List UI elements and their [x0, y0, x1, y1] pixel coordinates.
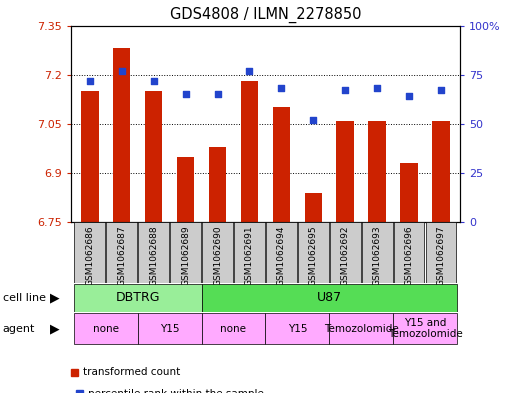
Text: GSM1062687: GSM1062687: [117, 225, 126, 286]
Text: GSM1062688: GSM1062688: [149, 225, 158, 286]
Bar: [113, 48, 130, 222]
Point: [118, 68, 126, 74]
Bar: [81, 91, 98, 222]
Bar: [368, 121, 386, 222]
Text: Y15 and
Temozolomide: Y15 and Temozolomide: [388, 318, 462, 339]
Bar: [433, 121, 450, 222]
Point: [341, 87, 349, 94]
Text: GSM1062692: GSM1062692: [341, 225, 350, 286]
Bar: [272, 107, 290, 222]
Text: agent: agent: [3, 323, 35, 334]
FancyBboxPatch shape: [329, 313, 393, 344]
Text: ▶: ▶: [50, 291, 60, 304]
FancyBboxPatch shape: [393, 313, 457, 344]
Bar: [336, 121, 354, 222]
FancyBboxPatch shape: [362, 222, 393, 283]
FancyBboxPatch shape: [266, 222, 297, 283]
Text: none: none: [221, 323, 246, 334]
Text: GSM1062686: GSM1062686: [85, 225, 94, 286]
FancyBboxPatch shape: [298, 222, 328, 283]
Text: GSM1062695: GSM1062695: [309, 225, 318, 286]
FancyBboxPatch shape: [106, 222, 137, 283]
Title: GDS4808 / ILMN_2278850: GDS4808 / ILMN_2278850: [169, 7, 361, 23]
Point: [309, 117, 317, 123]
FancyBboxPatch shape: [202, 222, 233, 283]
Text: GSM1062697: GSM1062697: [437, 225, 446, 286]
Text: transformed count: transformed count: [83, 367, 180, 377]
Text: U87: U87: [317, 291, 342, 304]
FancyBboxPatch shape: [394, 222, 425, 283]
FancyBboxPatch shape: [74, 313, 138, 344]
Point: [213, 91, 222, 97]
Bar: [209, 147, 226, 222]
Point: [437, 87, 445, 94]
FancyBboxPatch shape: [138, 222, 169, 283]
Text: GSM1062691: GSM1062691: [245, 225, 254, 286]
FancyBboxPatch shape: [201, 313, 266, 344]
FancyBboxPatch shape: [234, 222, 265, 283]
Point: [181, 91, 190, 97]
Text: Temozolomide: Temozolomide: [324, 323, 399, 334]
Bar: [177, 156, 195, 222]
Bar: [401, 163, 418, 222]
Text: cell line: cell line: [3, 293, 46, 303]
Point: [405, 93, 413, 99]
Bar: [241, 81, 258, 222]
FancyBboxPatch shape: [74, 222, 105, 283]
Text: ▶: ▶: [50, 322, 60, 335]
FancyBboxPatch shape: [426, 222, 457, 283]
FancyBboxPatch shape: [74, 284, 201, 312]
Point: [277, 85, 286, 92]
FancyBboxPatch shape: [201, 284, 457, 312]
Text: GSM1062694: GSM1062694: [277, 225, 286, 286]
Text: GSM1062693: GSM1062693: [373, 225, 382, 286]
Text: Y15: Y15: [160, 323, 179, 334]
FancyBboxPatch shape: [266, 313, 329, 344]
Text: GSM1062690: GSM1062690: [213, 225, 222, 286]
Point: [373, 85, 381, 92]
Point: [245, 68, 254, 74]
FancyBboxPatch shape: [330, 222, 360, 283]
Bar: [145, 91, 163, 222]
FancyBboxPatch shape: [138, 313, 201, 344]
Text: percentile rank within the sample: percentile rank within the sample: [88, 389, 264, 393]
Text: GSM1062689: GSM1062689: [181, 225, 190, 286]
FancyBboxPatch shape: [170, 222, 201, 283]
Point: [86, 77, 94, 84]
Text: none: none: [93, 323, 119, 334]
Text: DBTRG: DBTRG: [116, 291, 160, 304]
Text: Y15: Y15: [288, 323, 307, 334]
Text: GSM1062696: GSM1062696: [405, 225, 414, 286]
Bar: [304, 193, 322, 222]
Point: [150, 77, 158, 84]
